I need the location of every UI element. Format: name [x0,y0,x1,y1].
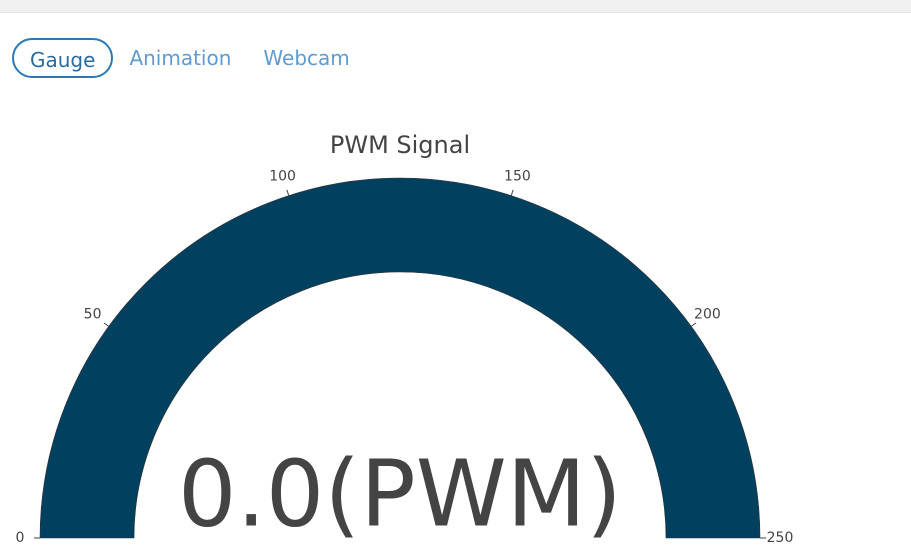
tick-mark [103,322,110,327]
tick-label: 150 [504,169,531,185]
tab[interactable]: Animation [129,46,232,70]
tick-label: 200 [694,307,721,323]
tick-mark [286,189,290,196]
tick-mark [510,189,514,196]
chart-title: PWM Signal [330,131,470,159]
tick-label: 0 [16,530,25,546]
tick-label: 250 [767,530,794,546]
tick-label: 100 [269,169,296,185]
tick-mark [690,322,697,327]
top-bar [0,0,911,13]
tab-bar: Gauge Animation Webcam [12,38,366,78]
tab[interactable]: Webcam [263,46,350,70]
tick-label: 50 [84,307,102,323]
gauge-band [39,177,761,539]
tab[interactable]: Gauge [12,38,114,78]
gauge-number: 0.0(PWM) [178,440,622,547]
